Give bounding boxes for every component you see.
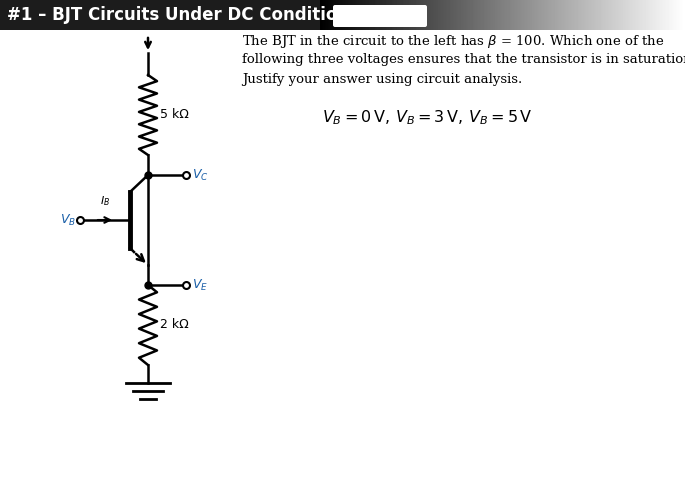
Text: following three voltages ensures that the transistor is in saturation?: following three voltages ensures that th… bbox=[242, 53, 685, 66]
Text: $V_B = 0\,\mathrm{V},\, V_B = 3\,\mathrm{V},\, V_B = 5\,\mathrm{V}$: $V_B = 0\,\mathrm{V},\, V_B = 3\,\mathrm… bbox=[322, 108, 533, 127]
Text: 2 kΩ: 2 kΩ bbox=[160, 318, 189, 331]
Bar bbox=[0, 0, 685, 30]
Text: $V_C$: $V_C$ bbox=[192, 168, 209, 183]
Text: +10 V: +10 V bbox=[129, 20, 168, 33]
Text: $I_B$: $I_B$ bbox=[100, 194, 110, 208]
Text: $V_E$: $V_E$ bbox=[192, 277, 208, 293]
Text: 5 kΩ: 5 kΩ bbox=[160, 109, 189, 122]
Text: #1 – BJT Circuits Under DC Conditions: #1 – BJT Circuits Under DC Conditions bbox=[7, 6, 359, 24]
Text: $V_B$: $V_B$ bbox=[60, 213, 76, 227]
FancyBboxPatch shape bbox=[333, 5, 427, 27]
Text: Justify your answer using circuit analysis.: Justify your answer using circuit analys… bbox=[242, 73, 522, 86]
Text: The BJT in the circuit to the left has $\beta$ = 100. Which one of the: The BJT in the circuit to the left has $… bbox=[242, 33, 664, 50]
